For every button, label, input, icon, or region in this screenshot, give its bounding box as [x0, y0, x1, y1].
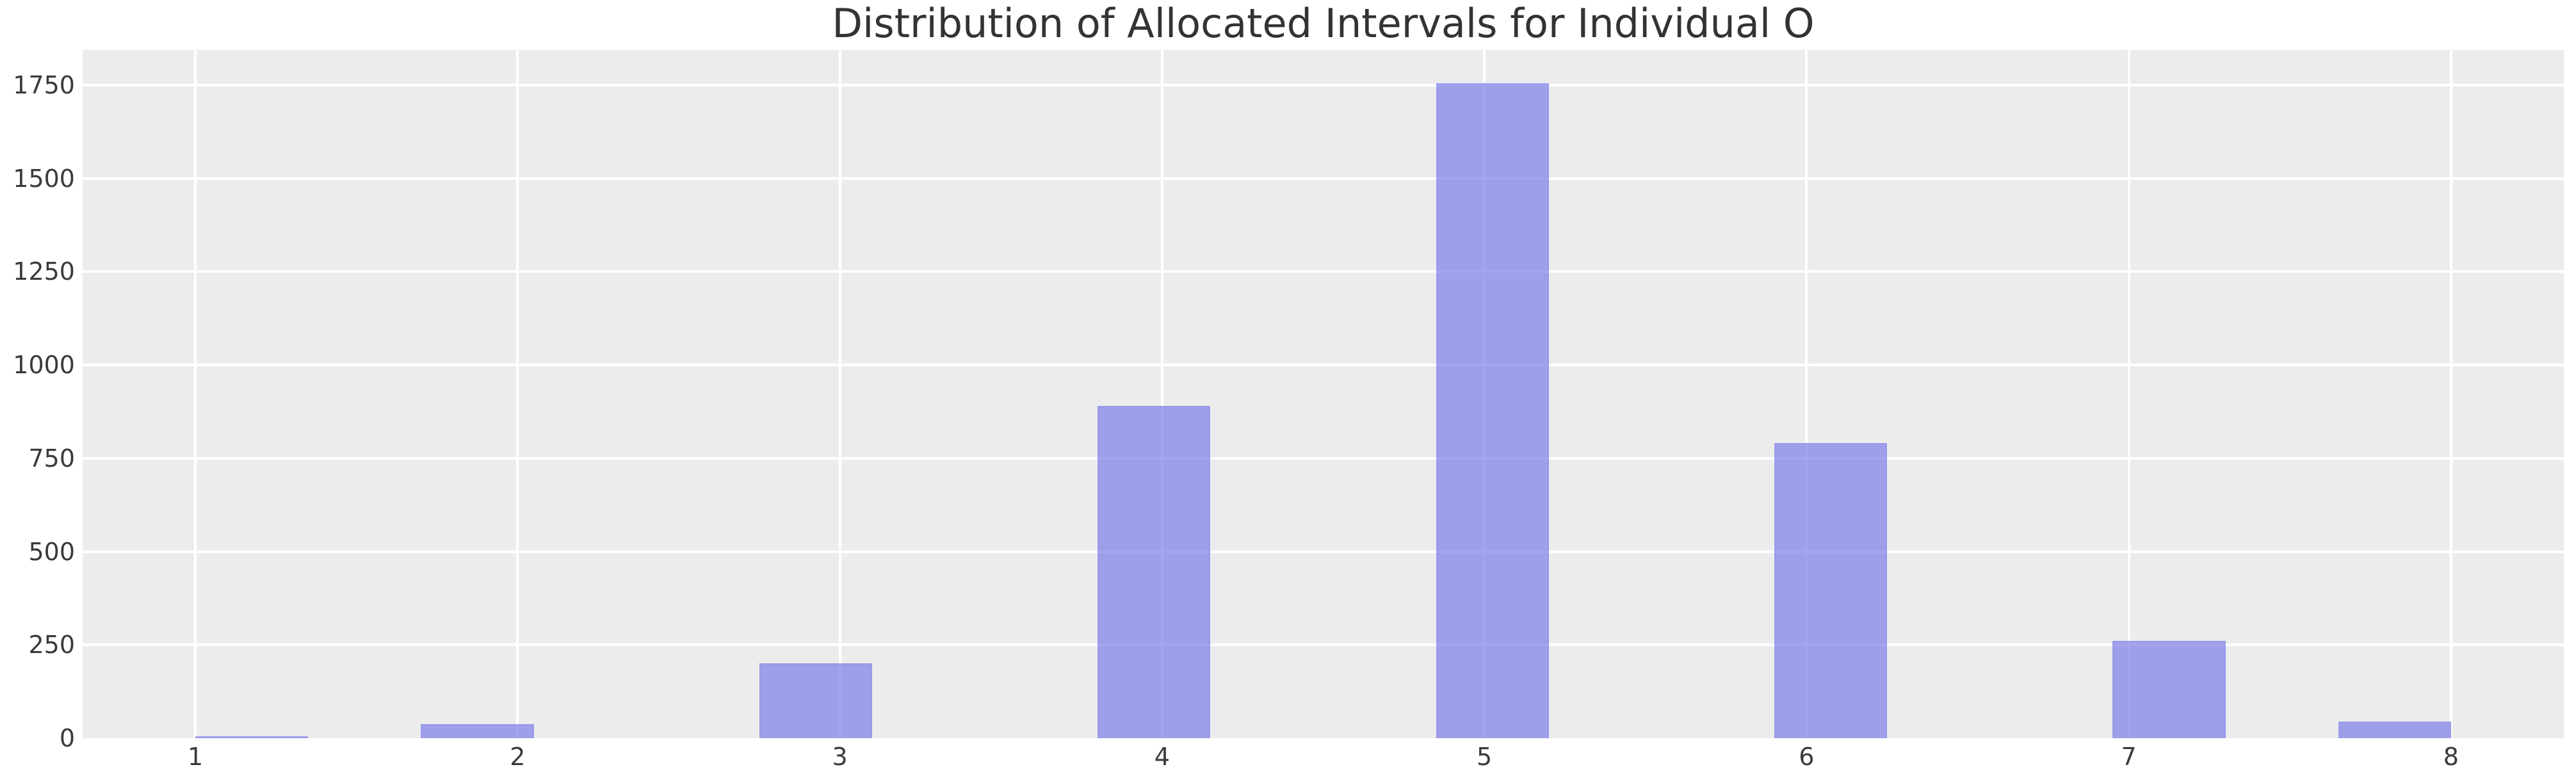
x-gridline-7: [2127, 50, 2130, 738]
x-tick-label-4: 4: [1154, 743, 1170, 771]
y-gridline-250: [83, 643, 2564, 647]
x-gridline-3: [838, 50, 841, 738]
y-tick-label-500: 500: [28, 537, 75, 566]
y-gridline-500: [83, 550, 2564, 553]
x-tick-label-6: 6: [1799, 743, 1815, 771]
y-tick-label-750: 750: [28, 444, 75, 472]
x-gridline-1: [194, 50, 197, 738]
y-gridline-1750: [83, 83, 2564, 86]
histogram-bar-7: [2112, 641, 2226, 738]
y-gridline-1250: [83, 270, 2564, 273]
x-gridline-4: [1160, 50, 1163, 738]
y-tick-label-250: 250: [28, 631, 75, 659]
y-tick-label-1750: 1750: [13, 70, 75, 99]
histogram-bar-2: [421, 723, 534, 738]
x-gridline-2: [516, 50, 519, 738]
histogram-bar-3: [759, 663, 872, 738]
histogram-bar-5: [1436, 83, 1549, 738]
x-gridline-8: [2449, 50, 2452, 738]
chart-title: Distribution of Allocated Intervals for …: [832, 0, 1815, 47]
x-tick-label-1: 1: [188, 743, 204, 771]
x-tick-label-2: 2: [510, 743, 526, 771]
y-gridline-1500: [83, 177, 2564, 180]
histogram-bar-1: [195, 736, 309, 738]
y-tick-label-1000: 1000: [13, 351, 75, 380]
y-tick-label-0: 0: [59, 724, 75, 752]
histogram-bar-4: [1098, 406, 1211, 738]
x-tick-label-7: 7: [2121, 743, 2137, 771]
y-gridline-1000: [83, 364, 2564, 367]
y-tick-label-1500: 1500: [13, 164, 75, 193]
x-tick-label-3: 3: [832, 743, 848, 771]
histogram-bar-8: [2338, 721, 2451, 738]
x-tick-label-8: 8: [2443, 743, 2459, 771]
y-gridline-750: [83, 456, 2564, 460]
plot-area: [83, 50, 2564, 738]
y-tick-label-1250: 1250: [13, 257, 75, 286]
histogram-bar-6: [1774, 443, 1888, 738]
x-tick-label-5: 5: [1477, 743, 1493, 771]
x-gridline-6: [1805, 50, 1808, 738]
